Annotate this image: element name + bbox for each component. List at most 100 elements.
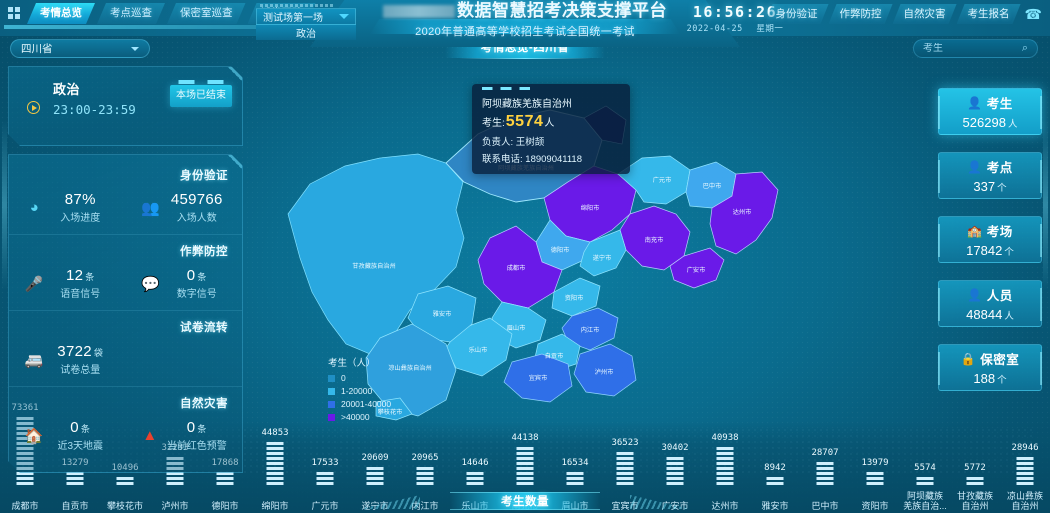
bar-segment [166,457,184,460]
bar-cell[interactable]: 13979 资阳市 [850,421,900,511]
bar-cell[interactable]: 44853 绵阳市 [250,421,300,511]
session-dropdown-value: 测试场第一场 [263,13,323,24]
bar-segment [1016,472,1034,475]
exam-status-badge[interactable]: 本场已结束 [170,85,232,107]
bar-segment [416,467,434,470]
bar-category-label: 广元市 [311,501,339,511]
region-guangan[interactable] [669,247,725,289]
bar-stack [216,472,234,485]
bar-cell[interactable]: 44138南充市 [500,421,550,511]
bar-cell[interactable]: 28946 凉山彝族 自治州 [1000,421,1050,511]
bar-cell[interactable]: 5772 甘孜藏族 自治州 [950,421,1000,511]
nav-shenfen-yanzheng[interactable]: 身份验证 [765,4,829,24]
card-value: 526298 人 [963,115,1018,130]
bar-segment [466,477,484,480]
search-icon[interactable]: ⌕ [1021,42,1028,54]
earthquake-icon: 🏠 [24,427,44,445]
legend-title: 考生（人） [328,358,376,369]
legend-item[interactable]: 1-20000 [328,386,391,396]
legend-item[interactable]: 0 [328,373,391,383]
session-subject[interactable]: 政治 [256,25,356,40]
bar-value-label: 5574 [914,463,936,473]
stat-unit: 条 [85,272,95,282]
card-exam-room[interactable]: 🏫 考场 17842 个 [938,216,1042,263]
clock-date: 2022-04-25 星期一 [675,22,795,34]
play-icon[interactable] [27,101,40,114]
bar-cell[interactable]: 36523 宜宾市 [600,421,650,511]
bar-segment [616,457,634,460]
bar-cell[interactable]: 10496 攀枝花市 [100,421,150,511]
search-box[interactable]: ⌕ [913,39,1038,58]
bar-cell[interactable]: 16534眉山市 [550,421,600,511]
bar-cell[interactable]: 20609 遂宁市 [350,421,400,511]
bar-segment [766,482,784,485]
stat-group-title: 试卷流转 [180,322,228,334]
bar-cell[interactable]: 28707 巴中市 [800,421,850,511]
bar-cell[interactable]: 17868 德阳市 [200,421,250,511]
card-exam-site[interactable]: 👤 考点 337 个 [938,152,1042,199]
bar-segment [266,452,284,455]
map-container[interactable]: 甘孜藏族自治州 阿坝藏族羌族自治州 绵阳市 广元市 巴中市 达州市 德阳市 成都… [250,62,890,422]
left-panel: 政治 23:00-23:59 本场已结束 身份验证 ◕ 87% 入场进度 [8,66,243,473]
phone-icon[interactable]: ☎ [1024,5,1042,22]
region-ganzi[interactable] [287,153,465,355]
bar-chart[interactable]: 73361 成都市 13279 自贡市 10496 攀枝花市 32233 泸州市 17868 德阳… [0,403,1050,511]
card-examinee[interactable]: 👤 考生 526298 人 [938,88,1042,135]
bar-category-label: 资阳市 [861,501,889,511]
region-yaan[interactable] [407,285,477,343]
region-luzhou[interactable] [573,343,637,397]
province-dropdown[interactable]: 四川省 [10,39,150,58]
nav-zuobi-fangkong[interactable]: 作弊防控 [829,4,893,24]
map-label-deyang: 德阳市 [551,246,570,254]
bar-value-label: 28707 [811,448,839,458]
bar-cell[interactable]: 13279 自贡市 [50,421,100,511]
sichuan-map[interactable]: 甘孜藏族自治州 阿坝藏族羌族自治州 绵阳市 广元市 巴中市 达州市 德阳市 成都… [250,62,890,422]
right-decoration [1043,120,1048,290]
nav-ziran-zaihai[interactable]: 自然灾害 [893,4,957,24]
map-label-nanchong: 南充市 [645,236,664,244]
tooltip-count-unit: 人 [544,118,555,129]
bar-segment [16,457,34,460]
bar-cell[interactable]: 8942 雅安市 [750,421,800,511]
bar-cell[interactable]: 14646乐山市 [450,421,500,511]
tab-baomishi-xuncha[interactable]: 保密室巡查 [167,3,246,24]
card-secure-room[interactable]: 🔒 保密室 188 个 [938,344,1042,391]
bar-cell[interactable]: 17533 广元市 [300,421,350,511]
nav-kaosheng-baoming[interactable]: 考生报名 [957,4,1021,24]
header-subtitle-plate [370,19,680,34]
tabs-underline [4,25,354,29]
legend-swatch [328,400,335,408]
tab-kaodian-xuncha[interactable]: 考点巡查 [97,3,165,24]
bar-cell[interactable]: 30402 广安市 [650,421,700,511]
bar-segment [1016,462,1034,465]
search-input[interactable] [923,43,1013,54]
bar-category-label: 绵阳市 [261,501,289,511]
grid-icon[interactable] [8,7,21,20]
region-suining[interactable] [579,229,627,277]
stat-entry-progress: ◕ 87% 入场进度 [9,185,126,226]
card-staff[interactable]: 👤 人员 48844 人 [938,280,1042,327]
region-dazhou[interactable] [709,171,779,255]
region-liangshan[interactable] [365,323,457,417]
bar-cell[interactable]: 5574 阿坝藏族 羌族自治... [900,421,950,511]
legend-item[interactable]: >40000 [328,412,391,422]
card-value: 48844 人 [966,307,1014,322]
region-ziyang[interactable] [551,277,601,317]
bar-segment [16,452,34,455]
tab-kaoqing-zonglan[interactable]: 考情总览 [27,3,95,24]
bar-cell[interactable]: 20965 内江市 [400,421,450,511]
bar-cell[interactable]: 32233 泸州市 [150,421,200,511]
bar-segment [666,482,684,485]
session-dropdown[interactable]: 测试场第一场 [256,8,356,25]
region-neijiang[interactable] [561,307,619,351]
bar-segment [166,477,184,480]
bar-stack [516,447,534,485]
region-yibin[interactable] [503,353,573,403]
bar-segment [66,477,84,480]
region-panzhihua[interactable] [375,397,413,421]
bar-cell[interactable]: 40938 达州市 [700,421,750,511]
legend-item[interactable]: 20001-40000 [328,399,391,409]
bar-cell[interactable]: 73361 成都市 [0,403,50,511]
